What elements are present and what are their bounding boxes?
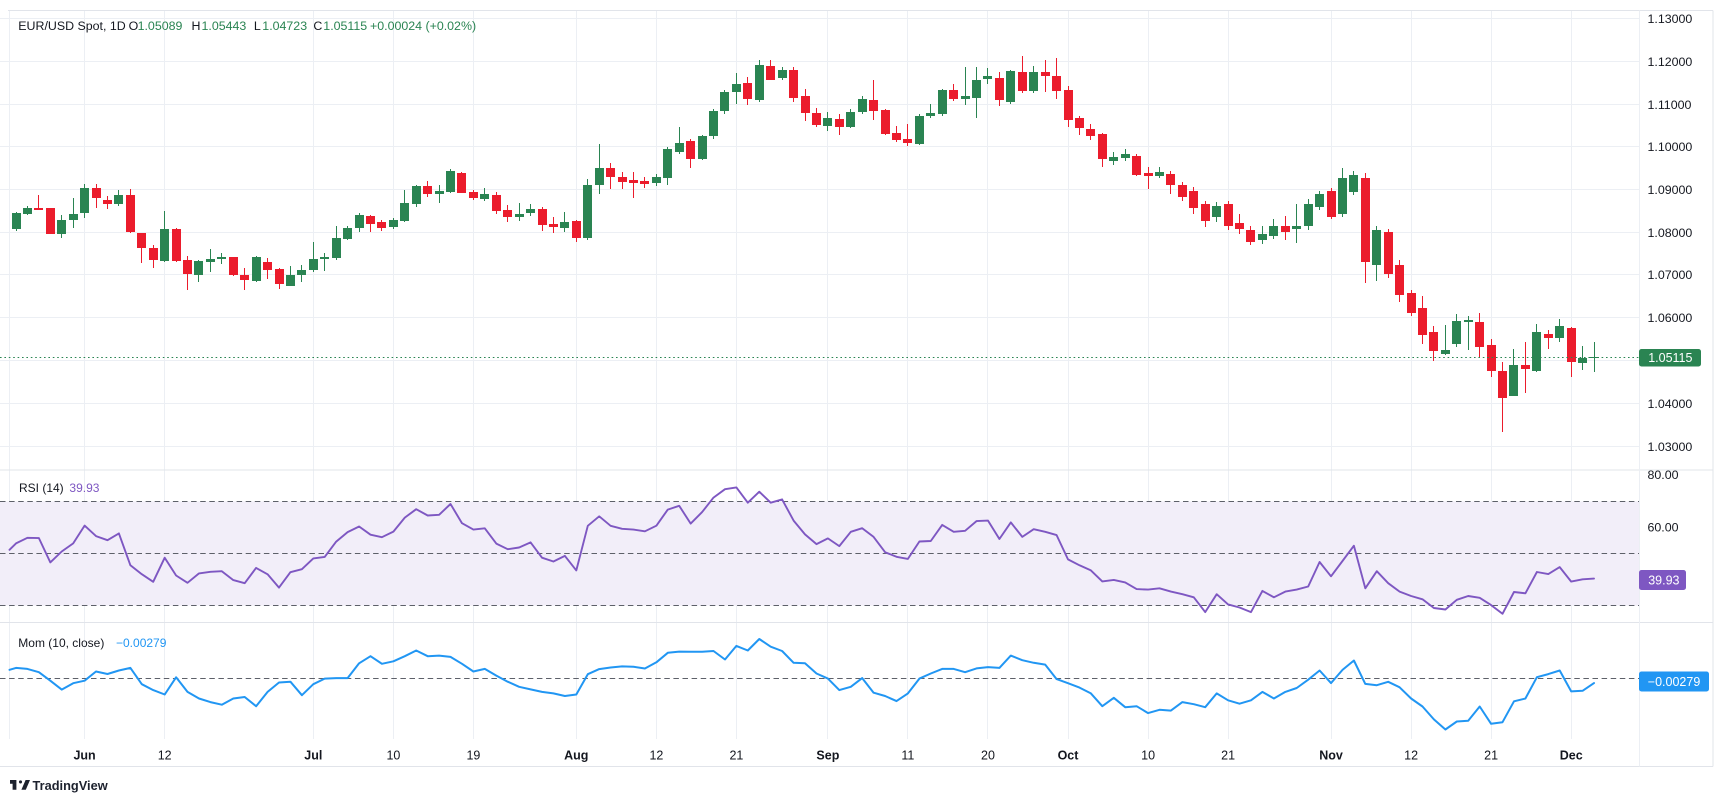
svg-text:TradingView: TradingView	[33, 778, 108, 793]
svg-text:1.12000: 1.12000	[1648, 55, 1693, 69]
svg-text:1.09000: 1.09000	[1648, 183, 1693, 197]
svg-text:1.06000: 1.06000	[1648, 311, 1693, 325]
svg-text:C: C	[313, 19, 322, 33]
svg-text:Mom (10, close): Mom (10, close)	[18, 636, 104, 650]
svg-text:11: 11	[901, 748, 914, 762]
svg-text:1.05443: 1.05443	[202, 19, 247, 33]
svg-text:21: 21	[1221, 748, 1235, 762]
svg-text:Aug: Aug	[564, 748, 588, 762]
svg-text:−0.00279: −0.00279	[1648, 675, 1701, 689]
svg-text:21: 21	[729, 748, 743, 762]
svg-text:1.04723: 1.04723	[262, 19, 307, 33]
svg-text:1.07000: 1.07000	[1648, 268, 1693, 282]
svg-text:39.93: 39.93	[69, 481, 99, 495]
svg-text:Nov: Nov	[1319, 748, 1343, 762]
svg-text:1.13000: 1.13000	[1648, 12, 1693, 26]
svg-text:1.05115: 1.05115	[323, 19, 367, 33]
svg-text:Sep: Sep	[816, 748, 839, 762]
svg-text:L: L	[254, 19, 261, 33]
svg-text:−0.00279: −0.00279	[116, 636, 167, 650]
svg-text:1.11000: 1.11000	[1648, 98, 1692, 112]
svg-text:H: H	[192, 19, 201, 33]
svg-text:12: 12	[1404, 748, 1418, 762]
svg-text:21: 21	[1484, 748, 1498, 762]
svg-text:Jul: Jul	[304, 748, 322, 762]
svg-text:+0.00024 (+0.02%): +0.00024 (+0.02%)	[370, 19, 476, 33]
svg-text:10: 10	[386, 748, 400, 762]
svg-text:20: 20	[981, 748, 995, 762]
svg-text:1.04000: 1.04000	[1648, 397, 1693, 411]
svg-text:1.03000: 1.03000	[1648, 440, 1693, 454]
svg-text:19: 19	[466, 748, 480, 762]
svg-text:Oct: Oct	[1058, 748, 1080, 762]
svg-text:RSI (14): RSI (14)	[19, 481, 64, 495]
svg-text:EUR/USD Spot, 1D: EUR/USD Spot, 1D	[18, 19, 125, 33]
svg-text:10: 10	[1141, 748, 1155, 762]
svg-text:12: 12	[158, 748, 172, 762]
svg-text:Jun: Jun	[73, 748, 95, 762]
svg-text:60.00: 60.00	[1648, 521, 1679, 535]
svg-text:O: O	[129, 19, 139, 33]
svg-text:1.10000: 1.10000	[1648, 140, 1693, 154]
svg-text:12: 12	[649, 748, 663, 762]
svg-text:1.05089: 1.05089	[138, 19, 183, 33]
svg-text:39.93: 39.93	[1648, 573, 1679, 587]
svg-text:1.08000: 1.08000	[1648, 226, 1693, 240]
svg-text:1.05115: 1.05115	[1648, 351, 1692, 365]
svg-text:80.00: 80.00	[1648, 468, 1679, 482]
svg-text:Dec: Dec	[1560, 748, 1583, 762]
